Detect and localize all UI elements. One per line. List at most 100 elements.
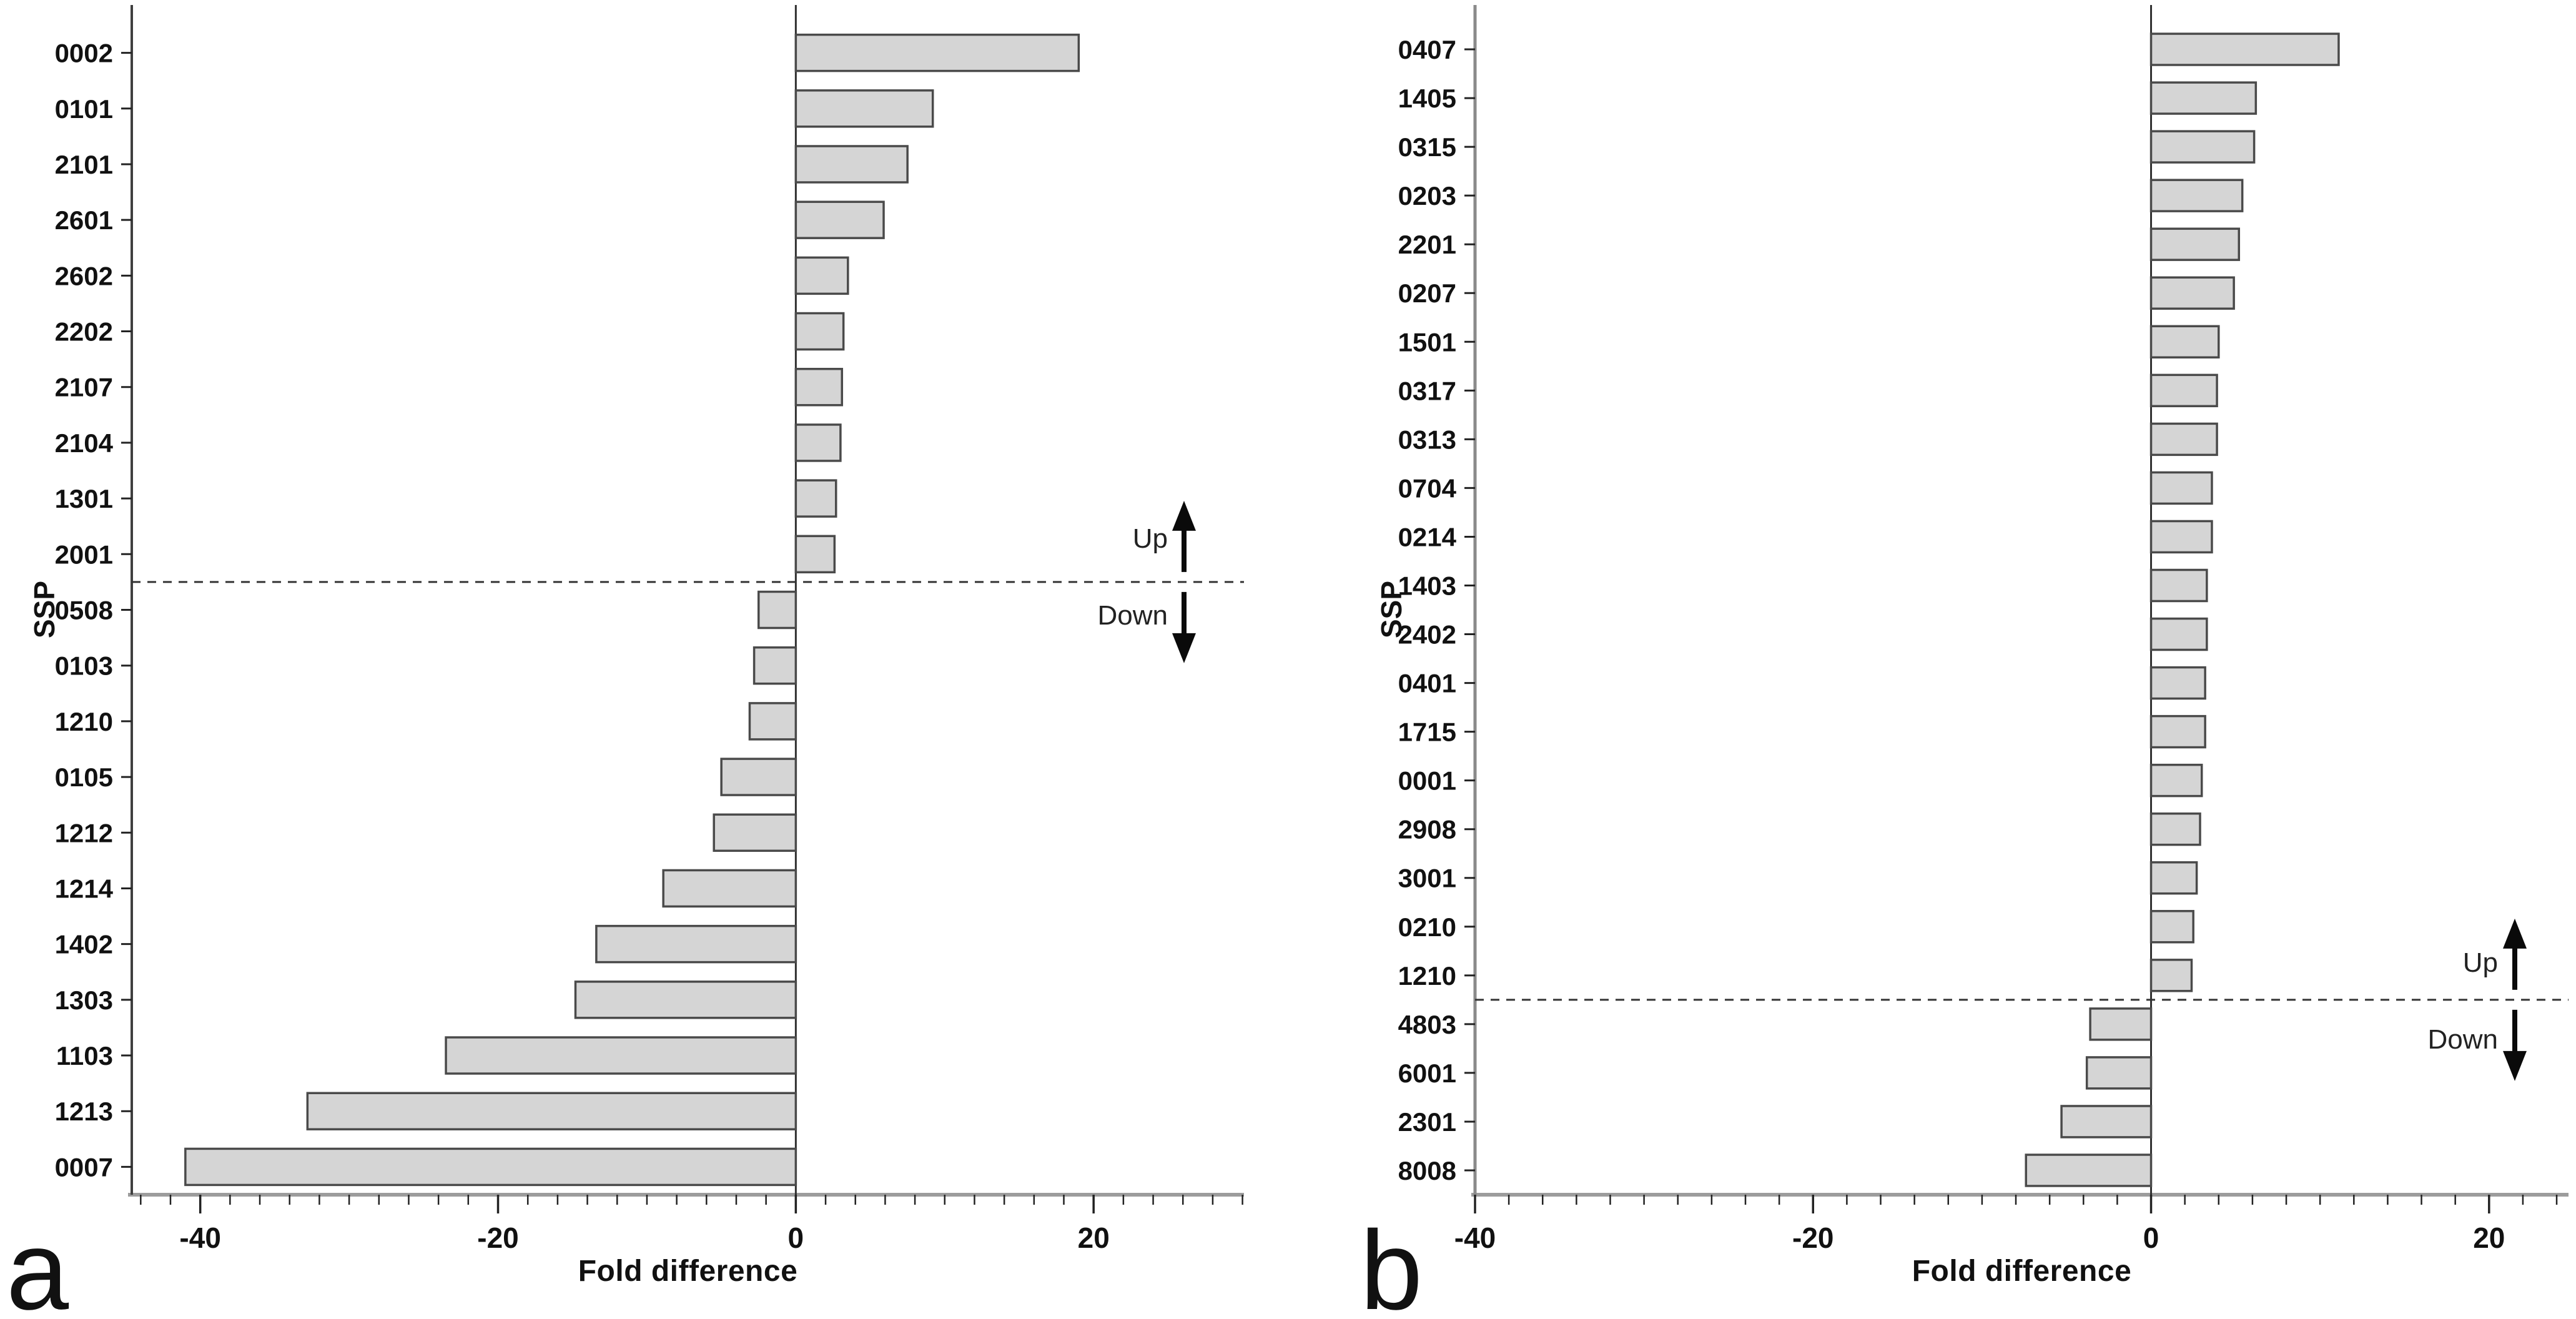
panel-a-bar-1301 (794, 479, 837, 518)
panel-a-bar-2601 (794, 200, 885, 239)
panel-letter-b: b (1360, 1208, 1423, 1319)
panel-a-bar-0105 (720, 758, 797, 796)
panel-b-bar-1501 (2149, 325, 2220, 358)
panel-b-x-tick-label: 20 (2473, 1222, 2505, 1254)
panel-b-category-label-1501: 1501 (1398, 327, 1456, 357)
panel-b-x-tick-label: -40 (1454, 1222, 1496, 1254)
panel-a-bar-1214 (662, 869, 797, 908)
panel-b-category-label-0704: 0704 (1398, 473, 1457, 503)
panel-a-bar-1303 (574, 981, 797, 1019)
panel-a-category-label-1213: 1213 (55, 1097, 113, 1126)
panel-a-down-arrow-head-icon (1172, 633, 1196, 663)
panel-b-category-label-2201: 2201 (1398, 230, 1456, 259)
panel-b-bar-8008 (2025, 1154, 2153, 1187)
panel-a-category-label-0101: 0101 (55, 94, 113, 124)
panel-b-category-label-0207: 0207 (1398, 279, 1456, 308)
panel-b-bar-0315 (2149, 130, 2256, 164)
panel-b-category-label-1403: 1403 (1398, 571, 1456, 600)
panel-a-category-label-0508: 0508 (55, 596, 113, 625)
panel-a-bar-2001 (794, 535, 836, 574)
panel-a-category-label-2001: 2001 (55, 540, 113, 569)
panel-a-category-label-1210: 1210 (55, 707, 113, 736)
y-axis-title-b: SSP (1375, 580, 1408, 639)
y-axis-title-a: SSP (28, 580, 61, 639)
panel-b-x-tick-label: -20 (1792, 1222, 1833, 1254)
panel-a-x-tick-label: 0 (788, 1222, 804, 1254)
panel-letter-a: a (6, 1208, 69, 1319)
panel-b-bar-0313 (2149, 422, 2218, 457)
down-annotation-a: Down (1097, 600, 1168, 631)
panel-a-category-label-2202: 2202 (55, 317, 113, 347)
panel-b-category-label-1715: 1715 (1398, 718, 1456, 747)
panel-a-category-label-1402: 1402 (55, 930, 113, 959)
panel-a-category-label-1212: 1212 (55, 818, 113, 847)
panel-a-bar-2202 (794, 312, 845, 351)
panel-b-x-tick-label: 0 (2143, 1222, 2159, 1254)
panel-a-category-label-2602: 2602 (55, 261, 113, 290)
panel-b-bar-1405 (2149, 81, 2258, 115)
panel-a-bar-0002 (794, 33, 1080, 72)
panel-b-category-label-0203: 0203 (1398, 181, 1456, 210)
panel-b-bar-2908 (2149, 812, 2201, 846)
panel-b-bar-0401 (2149, 666, 2206, 700)
panel-b-bar-2201 (2149, 227, 2241, 261)
down-annotation-b: Down (2427, 1024, 2499, 1055)
panel-b-bar-0203 (2149, 179, 2244, 212)
panel-b-bar-0207 (2149, 276, 2235, 310)
panel-b-category-label-4803: 4803 (1398, 1010, 1456, 1039)
panel-b-category-label-2402: 2402 (1398, 620, 1456, 650)
panel-a-category-label-2101: 2101 (55, 150, 113, 179)
x-axis-title-b: Fold difference (1912, 1255, 2132, 1288)
panel-a-bar-1210 (748, 702, 797, 741)
panel-b-category-label-0315: 0315 (1398, 132, 1456, 162)
panel-a-bar-0101 (794, 89, 934, 128)
panel-b-bar-0001 (2149, 763, 2203, 798)
panel-b-category-label-0001: 0001 (1398, 766, 1456, 796)
panel-b-category-label-0317: 0317 (1398, 376, 1456, 405)
panel-b-bar-1715 (2149, 714, 2206, 749)
panel-a-bar-1212 (713, 813, 797, 852)
panel-a-up-arrow-head-icon (1172, 500, 1196, 531)
panel-a-bar-0508 (757, 590, 797, 630)
panel-a-bar-0007 (184, 1147, 797, 1187)
panel-b-category-label-6001: 6001 (1398, 1059, 1456, 1088)
panel-a-bar-1402 (595, 924, 797, 964)
panel-a-x-tick-label: -40 (179, 1222, 220, 1254)
panel-b-category-label-8008: 8008 (1398, 1156, 1456, 1185)
panel-a-category-label-2104: 2104 (55, 428, 114, 458)
panel-a-category-label-0105: 0105 (55, 763, 113, 792)
panel-a-bar-1103 (445, 1036, 797, 1075)
panel-b-bar-6001 (2085, 1056, 2153, 1090)
panel-a-bar-2104 (794, 423, 842, 462)
up-annotation-a: Up (1132, 523, 1168, 554)
panel-a-category-label-0007: 0007 (55, 1152, 113, 1182)
panel-b-category-label-0407: 0407 (1398, 35, 1456, 64)
panel-b-bar-0704 (2149, 471, 2213, 505)
panel-a-category-label-0103: 0103 (55, 651, 113, 681)
panel-b-category-label-0214: 0214 (1398, 522, 1457, 551)
panel-a-bar-2602 (794, 256, 849, 295)
panel-a-bar-2107 (794, 368, 844, 407)
panel-b-category-label-2301: 2301 (1398, 1107, 1456, 1137)
panel-b-category-label-0210: 0210 (1398, 912, 1456, 942)
panel-b-up-arrow-head-icon (2503, 918, 2527, 949)
panel-b-bar-4803 (2089, 1007, 2153, 1041)
panel-a-category-label-2107: 2107 (55, 373, 113, 402)
panel-b-category-label-3001: 3001 (1398, 864, 1456, 893)
panel-b-category-label-0313: 0313 (1398, 425, 1456, 454)
panel-a-category-label-1303: 1303 (55, 986, 113, 1015)
panel-b-category-label-2908: 2908 (1398, 815, 1456, 844)
panel-b-bar-1210 (2149, 959, 2193, 992)
panel-b-category-label-1210: 1210 (1398, 961, 1456, 990)
panel-a-category-label-1301: 1301 (55, 484, 113, 513)
panel-a-category-label-0002: 0002 (55, 39, 113, 68)
panel-b-bar-1403 (2149, 568, 2208, 603)
panel-b-bar-0407 (2149, 32, 2340, 66)
panel-b-down-arrow-head-icon (2503, 1050, 2527, 1081)
panel-a-category-label-1214: 1214 (55, 874, 114, 903)
up-annotation-b: Up (2462, 947, 2498, 978)
panel-a-category-label-1103: 1103 (56, 1041, 113, 1070)
panel-a-category-label-2601: 2601 (55, 205, 113, 235)
panel-b-bar-2301 (2060, 1105, 2153, 1139)
